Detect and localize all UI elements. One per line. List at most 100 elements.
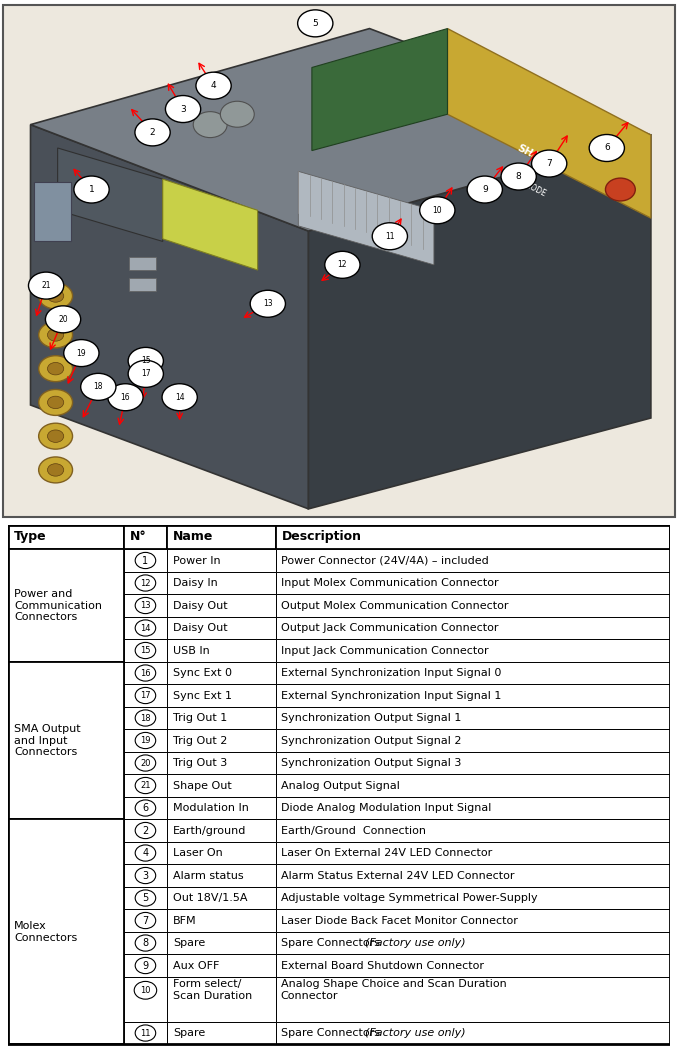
FancyBboxPatch shape: [276, 886, 670, 909]
FancyBboxPatch shape: [276, 594, 670, 617]
Text: 10: 10: [433, 206, 442, 215]
Text: Laser On: Laser On: [173, 848, 222, 858]
FancyBboxPatch shape: [124, 977, 167, 1022]
FancyBboxPatch shape: [8, 752, 124, 774]
FancyBboxPatch shape: [124, 955, 167, 977]
Circle shape: [39, 457, 73, 483]
Text: Aux OFF: Aux OFF: [173, 961, 219, 970]
Text: Description: Description: [282, 531, 362, 543]
Text: Daisy Out: Daisy Out: [173, 623, 228, 633]
FancyBboxPatch shape: [8, 684, 124, 707]
FancyBboxPatch shape: [167, 639, 276, 662]
Text: SHAPER: SHAPER: [516, 144, 562, 173]
Text: 19: 19: [77, 348, 86, 358]
Circle shape: [135, 844, 156, 861]
FancyBboxPatch shape: [276, 662, 670, 684]
Circle shape: [135, 710, 156, 726]
FancyBboxPatch shape: [124, 707, 167, 729]
Text: 11: 11: [140, 1028, 151, 1037]
Text: Name: Name: [173, 531, 214, 543]
Circle shape: [39, 283, 73, 309]
Circle shape: [39, 389, 73, 415]
FancyBboxPatch shape: [124, 797, 167, 819]
FancyBboxPatch shape: [8, 572, 124, 594]
FancyBboxPatch shape: [8, 909, 124, 932]
Text: (Factory use only): (Factory use only): [365, 938, 466, 948]
FancyBboxPatch shape: [167, 932, 276, 955]
Circle shape: [135, 665, 156, 681]
FancyBboxPatch shape: [124, 729, 167, 752]
Circle shape: [135, 553, 156, 569]
Text: Spare Connectors: Spare Connectors: [281, 1028, 383, 1039]
Text: N°: N°: [130, 531, 146, 543]
FancyBboxPatch shape: [167, 864, 276, 886]
Circle shape: [39, 356, 73, 382]
Text: Alarm Status External 24V LED Connector: Alarm Status External 24V LED Connector: [281, 871, 515, 880]
Text: Trig Out 2: Trig Out 2: [173, 735, 227, 746]
Circle shape: [135, 822, 156, 838]
FancyBboxPatch shape: [167, 955, 276, 977]
Circle shape: [135, 642, 156, 659]
Text: 7: 7: [142, 916, 148, 925]
Polygon shape: [298, 171, 434, 264]
FancyBboxPatch shape: [8, 774, 124, 797]
Text: 1: 1: [142, 556, 148, 565]
Circle shape: [47, 328, 64, 341]
Text: Spare: Spare: [173, 938, 205, 948]
Polygon shape: [312, 28, 447, 151]
Text: 19: 19: [140, 736, 151, 745]
FancyBboxPatch shape: [167, 886, 276, 909]
Polygon shape: [31, 28, 651, 231]
FancyBboxPatch shape: [276, 684, 670, 707]
Text: (Factory use only): (Factory use only): [365, 1028, 466, 1039]
FancyBboxPatch shape: [167, 550, 276, 572]
Circle shape: [135, 868, 156, 883]
FancyBboxPatch shape: [124, 684, 167, 707]
Text: Earth/Ground  Connection: Earth/Ground Connection: [281, 826, 426, 835]
Text: 5: 5: [313, 19, 318, 28]
Text: 20: 20: [58, 315, 68, 324]
Text: 11: 11: [385, 232, 395, 241]
FancyBboxPatch shape: [8, 864, 124, 886]
FancyBboxPatch shape: [276, 932, 670, 955]
FancyBboxPatch shape: [276, 617, 670, 639]
FancyBboxPatch shape: [167, 1022, 276, 1045]
Text: 20: 20: [140, 758, 151, 768]
Text: Out 18V/1.5A: Out 18V/1.5A: [173, 893, 247, 903]
Text: Spare Connectors: Spare Connectors: [281, 938, 383, 948]
Circle shape: [605, 178, 635, 201]
Text: Spare: Spare: [173, 1028, 205, 1039]
Circle shape: [135, 687, 156, 704]
Circle shape: [135, 620, 156, 636]
FancyBboxPatch shape: [124, 572, 167, 594]
Text: Synchronization Output Signal 1: Synchronization Output Signal 1: [281, 713, 461, 723]
FancyBboxPatch shape: [167, 977, 276, 1022]
Text: 17: 17: [141, 369, 151, 379]
Text: Laser Diode Back Facet Monitor Connector: Laser Diode Back Facet Monitor Connector: [281, 916, 517, 925]
Circle shape: [135, 755, 156, 771]
FancyBboxPatch shape: [167, 662, 276, 684]
FancyBboxPatch shape: [8, 841, 124, 864]
Text: Diode Analog Modulation Input Signal: Diode Analog Modulation Input Signal: [281, 804, 491, 813]
Circle shape: [135, 598, 156, 614]
FancyBboxPatch shape: [167, 774, 276, 797]
FancyBboxPatch shape: [167, 729, 276, 752]
FancyBboxPatch shape: [276, 977, 670, 1022]
Text: Daisy Out: Daisy Out: [173, 600, 228, 611]
Circle shape: [532, 150, 567, 177]
Circle shape: [47, 430, 64, 443]
Circle shape: [165, 95, 201, 123]
Text: 8: 8: [142, 938, 148, 948]
Polygon shape: [447, 28, 651, 218]
Text: 15: 15: [140, 646, 151, 655]
FancyBboxPatch shape: [8, 639, 124, 662]
FancyBboxPatch shape: [124, 1022, 167, 1045]
Text: 18: 18: [140, 713, 151, 723]
Circle shape: [193, 111, 227, 137]
Circle shape: [467, 176, 502, 204]
FancyBboxPatch shape: [276, 752, 670, 774]
Text: BFM: BFM: [173, 916, 197, 925]
Text: 21: 21: [140, 782, 151, 790]
Text: USB In: USB In: [173, 645, 210, 656]
Text: 14: 14: [175, 392, 184, 402]
